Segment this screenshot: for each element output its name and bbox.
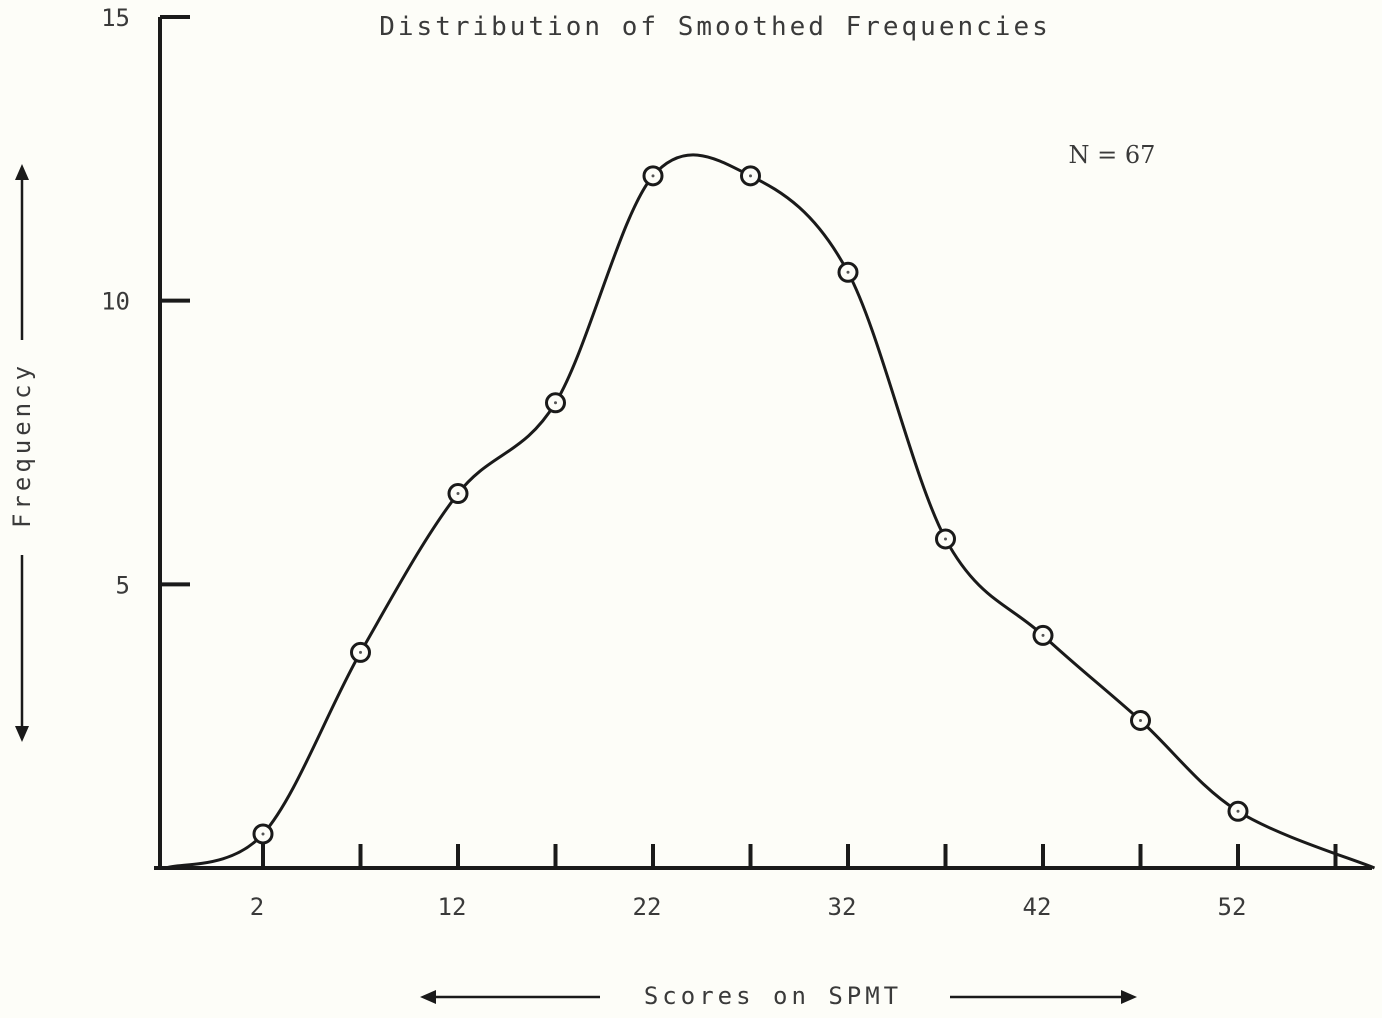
data-point-center (651, 174, 655, 178)
y-axis-label: Frequency (8, 362, 36, 528)
data-point-center (456, 492, 460, 496)
x-axis-label: Scores on SPMT (644, 982, 902, 1010)
x-tick-label: 2 (250, 893, 264, 921)
data-point-center (1236, 809, 1240, 813)
chart-title: Distribution of Smoothed Frequencies (379, 12, 1051, 42)
sample-size-note: N = 67 (1069, 141, 1156, 169)
y-tick-label: 15 (101, 4, 130, 32)
x-arrow-right-head (1121, 990, 1137, 1004)
data-point-center (749, 174, 752, 178)
ticks: 5 10 15 2 12 22 32 42 52 (101, 4, 1338, 921)
data-point-center (1041, 633, 1045, 637)
y-tick-label: 10 (101, 288, 130, 316)
y-arrow-down-head (15, 726, 29, 742)
x-tick-label: 22 (633, 893, 662, 921)
data-points (252, 165, 1249, 845)
data-point-center (944, 537, 947, 541)
data-point-center (846, 270, 850, 274)
x-arrow-left-head (420, 990, 436, 1004)
data-point-center (1139, 718, 1142, 722)
y-arrow-up-head (15, 164, 29, 180)
x-tick-label: 12 (438, 893, 467, 921)
x-tick-label: 52 (1218, 893, 1247, 921)
data-point-center (554, 401, 557, 405)
x-tick-label: 32 (828, 893, 857, 921)
series-curve (165, 153, 1376, 870)
x-tick-label: 42 (1023, 893, 1052, 921)
y-tick-label: 5 (116, 571, 130, 599)
data-point-center (261, 832, 265, 836)
frequency-curve (165, 153, 1376, 870)
axes (15, 17, 1372, 1004)
data-point-center (359, 650, 362, 654)
